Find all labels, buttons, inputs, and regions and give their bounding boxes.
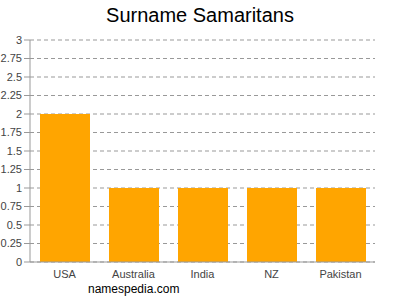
html-text:Surname Samaritans: Surname Samaritans [106, 4, 294, 26]
svg-text:1.25: 1.25 [8, 163, 22, 175]
svg-text:0.5: 0.5 [8, 219, 22, 231]
svg-text:Australia: Australia [112, 268, 156, 280]
svg-text:2.75: 2.75 [8, 52, 22, 64]
svg-text:Pakistan: Pakistan [319, 268, 361, 280]
svg-text:1: 1 [16, 182, 22, 194]
svg-text:2.5: 2.5 [8, 71, 22, 83]
svg-text:NZ: NZ [264, 268, 279, 280]
svg-text:1.5: 1.5 [8, 145, 22, 157]
svg-text:2: 2 [16, 108, 22, 120]
svg-text:1.75: 1.75 [8, 126, 22, 138]
svg-text:3: 3 [16, 34, 22, 46]
svg-text:USA: USA [53, 268, 76, 280]
svg-text:0: 0 [16, 256, 22, 268]
svg-text:0.25: 0.25 [8, 237, 22, 249]
svg-text:2.25: 2.25 [8, 89, 22, 101]
svg-text:India: India [191, 268, 216, 280]
html-text:namespedia.com: namespedia.com [88, 282, 180, 296]
svg-text:0.75: 0.75 [8, 200, 22, 212]
